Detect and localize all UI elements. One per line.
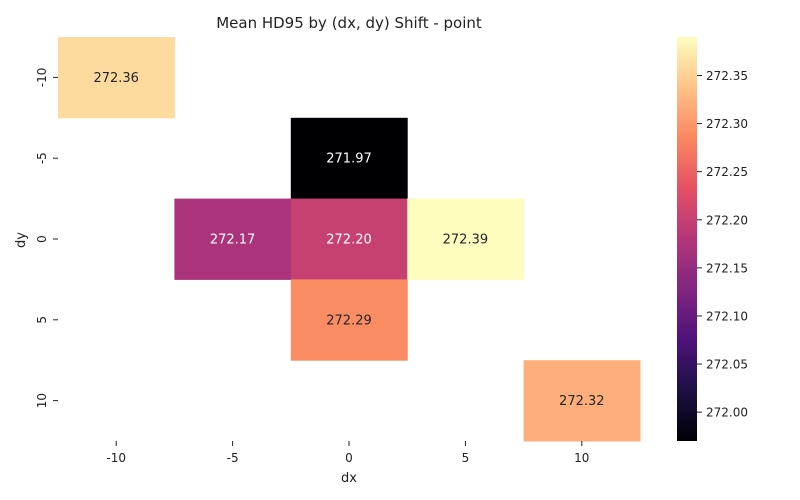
heatmap-cell [290,198,408,280]
y-tick-label: 5 [35,316,49,324]
colorbar: 272.00 272.05 272.10 272.15 272.20 272.25 272.… [677,37,748,441]
cell-value-label: 272.32 [559,394,605,409]
x-axis-label: dx [341,471,357,486]
x-tick-label: 5 [462,451,470,465]
y-tick-label: -10 [35,68,49,88]
cell-value-label: 272.29 [326,313,372,328]
y-tick-label: 0 [35,235,49,243]
heatmap-cell [523,360,641,442]
cell-value-label: 272.36 [93,71,139,86]
cell-value-label: 272.39 [443,233,489,248]
heatmap-cell [174,198,292,280]
colorbar-gradient [677,37,697,441]
colorbar-tick-label: 272.30 [706,117,748,131]
colorbar-tick-label: 272.35 [706,69,748,83]
heatmap-cell [290,279,408,361]
y-axis-label: dy [14,232,29,248]
cell-value-label: 271.97 [326,152,372,167]
cell-value-label: 272.17 [210,233,256,248]
colorbar-tick-label: 272.00 [706,406,748,420]
y-tick-label: 10 [35,393,49,408]
cell-value-label: 272.20 [326,233,372,248]
x-tick-label: -5 [227,451,239,465]
colorbar-tick-label: 272.10 [706,309,748,323]
heatmap-cells: 272.36 271.97 272.17 272.20 272.39 272.29 272.… [58,37,641,442]
heatmap-cell [58,37,175,119]
heatmap-cell [407,198,525,280]
colorbar-tick-label: 272.25 [706,165,748,179]
colorbar-tick-label: 272.05 [706,358,748,372]
x-tick-label: 0 [345,451,353,465]
colorbar-tick-label: 272.20 [706,213,748,227]
heatmap-axes: -10 -5 0 5 10 -10 -5 0 5 10 [35,68,589,465]
chart-title: Mean HD95 by (dx, dy) Shift - point [216,14,482,32]
heatmap-cell [290,117,408,200]
colorbar-tick-label: 272.15 [706,261,748,275]
x-tick-label: -10 [106,451,126,465]
y-tick-label: -5 [35,152,49,164]
x-tick-label: 10 [574,451,589,465]
